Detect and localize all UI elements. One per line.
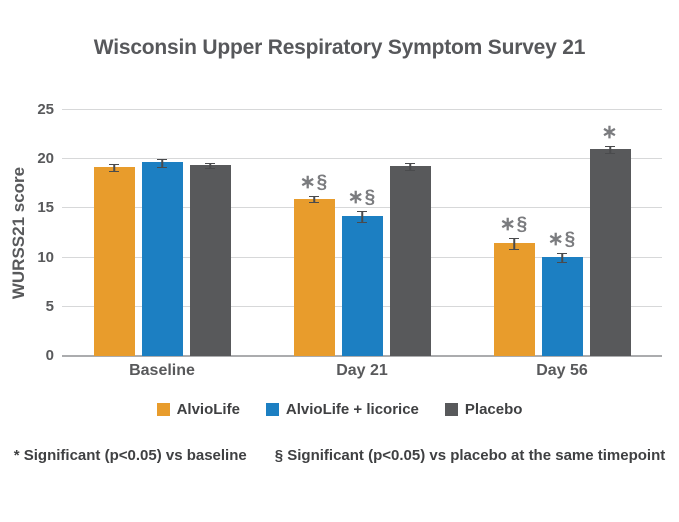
y-tick-label-15: 15 — [37, 199, 54, 217]
y-axis-tick-labels: 0 5 10 15 20 25 — [0, 101, 54, 364]
x-category-label-baseline: Baseline — [129, 362, 195, 379]
bar-placebo-day-21 — [389, 166, 431, 356]
bar-alviolife-day-56 — [493, 242, 535, 356]
y-tick-label-20: 20 — [37, 150, 54, 168]
y-tick-label-25: 25 — [37, 101, 54, 118]
bar-alviolife-baseline — [93, 167, 135, 356]
chart-title: Wisconsin Upper Respiratory Symptom Surv… — [93, 36, 586, 59]
significance-marker: ∗ — [601, 122, 619, 144]
legend-label: Placebo — [464, 401, 523, 418]
footnote: * Significant (p<0.05) vs baseline § Sig… — [0, 447, 679, 464]
legend-swatch-icon — [444, 403, 458, 416]
error-bar — [109, 164, 119, 172]
bar-alviolife-licorice-day-56 — [541, 256, 583, 356]
error-bar — [557, 252, 567, 263]
legend-swatch-icon — [265, 403, 279, 416]
footnote-section: § Significant (p<0.05) vs placebo at the… — [274, 447, 666, 464]
y-tick-label-0: 0 — [45, 347, 54, 364]
y-tick-label-10: 10 — [37, 248, 54, 266]
error-bar — [309, 195, 319, 204]
significance-marker: ∗§ — [547, 228, 577, 250]
significance-marker: ∗§ — [347, 187, 377, 209]
significance-marker: ∗§ — [299, 171, 329, 193]
legend-label: AlvioLife — [176, 401, 240, 418]
gridline-25 — [62, 109, 662, 110]
bar-alviolife-licorice-baseline — [141, 162, 183, 356]
error-bar — [405, 163, 415, 172]
gridline-15 — [62, 207, 662, 209]
error-bar — [605, 146, 615, 155]
legend: AlvioLife AlvioLife + licorice Placebo — [0, 401, 679, 418]
plot-area: ∗§ ∗§ ∗§ ∗§ ∗ — [62, 109, 662, 357]
error-bar — [357, 211, 367, 224]
significance-marker: ∗§ — [499, 213, 529, 235]
error-bar — [205, 163, 215, 170]
legend-swatch-icon — [156, 403, 170, 416]
legend-item-alviolife-licorice: AlvioLife + licorice — [265, 401, 419, 418]
legend-label: AlvioLife + licorice — [285, 401, 419, 418]
legend-item-placebo: Placebo — [444, 401, 523, 418]
footnote-asterisk: * Significant (p<0.05) vs baseline — [13, 447, 247, 464]
gridline-20 — [62, 158, 662, 160]
y-tick-label-5: 5 — [45, 297, 54, 315]
bar-alviolife-licorice-day-21 — [341, 216, 383, 356]
error-bar — [157, 158, 167, 168]
bar-placebo-baseline — [189, 165, 231, 356]
x-axis-line — [62, 355, 662, 357]
x-category-label-day-56: Day 56 — [536, 362, 588, 379]
legend-item-alviolife: AlvioLife — [156, 401, 240, 418]
bar-placebo-day-56 — [589, 149, 631, 356]
x-category-label-day-21: Day 21 — [336, 362, 388, 379]
x-axis-category-labels: Baseline Day 21 Day 56 — [62, 362, 662, 384]
error-bar — [509, 237, 519, 250]
bar-alviolife-day-21 — [293, 198, 335, 356]
